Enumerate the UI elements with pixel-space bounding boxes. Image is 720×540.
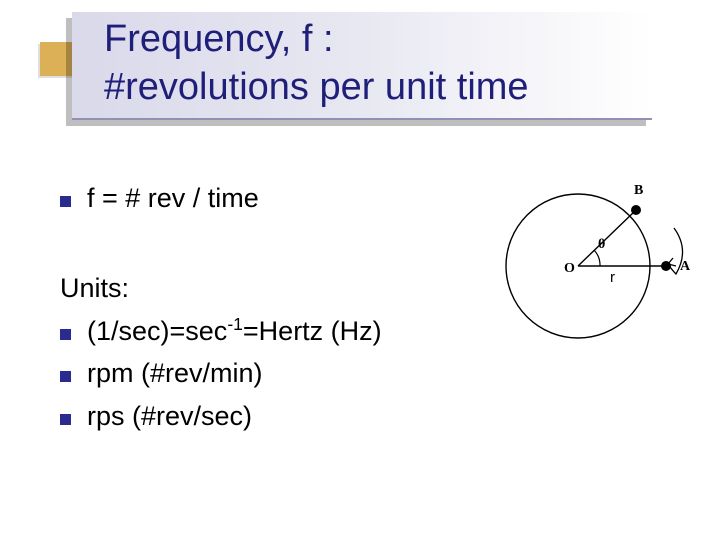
- bullet-2-pre: (1/sec)=sec: [87, 316, 227, 346]
- diagram-label-o: O: [564, 261, 575, 276]
- slide: Frequency, f : #revolutions per unit tim…: [0, 0, 720, 540]
- diagram-label-r: r: [610, 269, 615, 286]
- bullet-icon: [60, 371, 71, 382]
- diagram-label-theta: θ: [598, 237, 605, 252]
- diagram-theta-arc: [594, 250, 600, 266]
- bullet-item-3: rpm (#rev/min): [60, 355, 420, 391]
- bullet-2-sup: -1: [227, 314, 243, 334]
- slide-body: f = # rev / time Units: (1/sec)=sec-1=He…: [60, 180, 420, 440]
- angle-diagram: B A O θ r: [490, 170, 700, 350]
- title-accent-square: [40, 42, 74, 76]
- bullet-icon: [60, 329, 71, 340]
- bullet-text-2: (1/sec)=sec-1=Hertz (Hz): [87, 313, 420, 349]
- bullet-item-4: rps (#rev/sec): [60, 398, 420, 434]
- units-heading: Units:: [60, 270, 420, 306]
- bullet-text-3: rpm (#rev/min): [87, 355, 420, 391]
- slide-title: Frequency, f : #revolutions per unit tim…: [104, 16, 644, 111]
- diagram-label-b: B: [634, 183, 643, 198]
- slide-title-box: Frequency, f : #revolutions per unit tim…: [72, 12, 652, 120]
- title-line-1: Frequency, f :: [104, 18, 334, 60]
- bullet-item-2: (1/sec)=sec-1=Hertz (Hz): [60, 313, 420, 349]
- title-line-2: #revolutions per unit time: [104, 66, 529, 108]
- units-heading-row: Units:: [60, 270, 420, 306]
- bullet-icon: [60, 414, 71, 425]
- bullet-text-4: rps (#rev/sec): [87, 398, 420, 434]
- bullet-icon: [60, 196, 71, 207]
- diagram-line-ob: [578, 210, 636, 266]
- angle-diagram-svg: B A O θ r: [490, 170, 700, 350]
- diagram-point-b: [631, 205, 641, 215]
- bullet-item-1: f = # rev / time: [60, 180, 420, 216]
- diagram-point-a: [661, 261, 671, 271]
- bullet-2-post: =Hertz (Hz): [243, 316, 382, 346]
- bullet-text-1: f = # rev / time: [87, 180, 420, 216]
- diagram-label-a: A: [680, 259, 691, 274]
